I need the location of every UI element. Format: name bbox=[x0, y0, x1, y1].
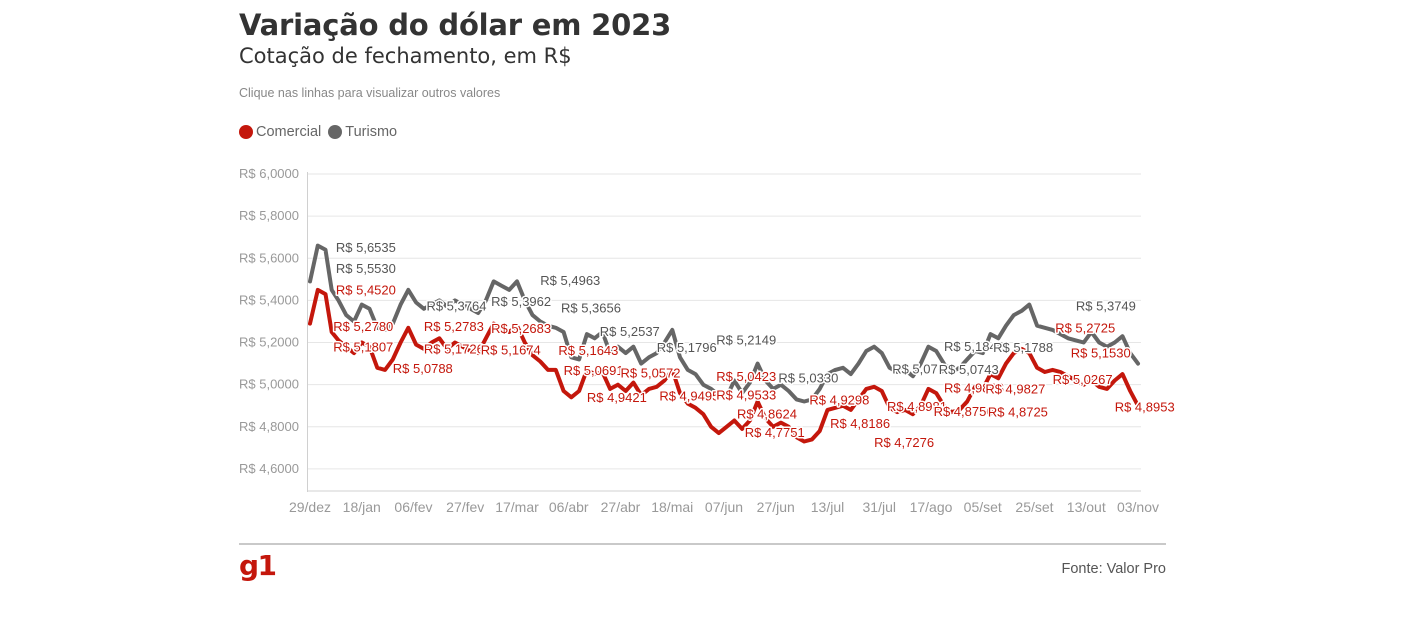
x-tick-label: 29/dez bbox=[289, 499, 331, 515]
chart-title: Variação do dólar em 2023 bbox=[239, 8, 672, 42]
y-tick-label: R$ 5,4000 bbox=[239, 292, 299, 307]
y-tick-label: R$ 5,8000 bbox=[239, 208, 299, 223]
legend-item-comercial[interactable]: Comercial bbox=[239, 124, 321, 140]
data-label: R$ 5,1807 bbox=[333, 340, 393, 355]
data-label: R$ 4,8186 bbox=[830, 416, 890, 431]
y-tick-label: R$ 4,6000 bbox=[239, 461, 299, 476]
series-line-comercial[interactable] bbox=[308, 287, 1140, 444]
data-label: R$ 4,9421 bbox=[587, 390, 647, 405]
x-tick-label: 06/abr bbox=[549, 499, 589, 515]
x-tick-label: 17/ago bbox=[910, 499, 953, 515]
data-label: R$ 5,3656 bbox=[561, 301, 621, 316]
y-tick-label: R$ 5,6000 bbox=[239, 250, 299, 265]
series-line-turismo[interactable] bbox=[308, 243, 1140, 404]
data-label: R$ 5,0267 bbox=[1053, 372, 1113, 387]
x-tick-label: 27/jun bbox=[757, 499, 795, 515]
data-label: R$ 4,9827 bbox=[985, 381, 1045, 396]
grid bbox=[307, 172, 1141, 492]
data-label: R$ 5,0691 bbox=[564, 363, 624, 378]
data-label: R$ 4,8624 bbox=[737, 407, 797, 422]
data-label: R$ 5,2725 bbox=[1055, 320, 1115, 335]
line-chart: R$ 6,0000 R$ 5,8000 R$ 5,6000 R$ 5,4000 R$ 5… bbox=[239, 166, 1176, 515]
data-label: R$ 5,0572 bbox=[621, 366, 681, 381]
data-label: R$ 5,2780 bbox=[333, 319, 393, 334]
chart-hint: Clique nas linhas para visualizar outros… bbox=[239, 86, 501, 100]
source-note: Fonte: Valor Pro bbox=[1061, 561, 1166, 577]
x-tick-label: 03/nov bbox=[1117, 499, 1159, 515]
g1-logo: g1 bbox=[239, 549, 277, 582]
data-labels: R$ 5,6535 R$ 5,5530 R$ 5,4520 R$ 5,2780 R$ 5… bbox=[332, 238, 1176, 451]
x-tick-label: 13/jul bbox=[811, 499, 844, 515]
data-label: R$ 5,1788 bbox=[993, 340, 1053, 355]
data-label: R$ 5,6535 bbox=[336, 240, 396, 255]
legend-item-turismo[interactable]: Turismo bbox=[328, 124, 397, 140]
data-label: R$ 5,3749 bbox=[1076, 299, 1136, 314]
x-tick-label: 05/set bbox=[964, 499, 1002, 515]
data-label: R$ 4,9495 bbox=[659, 388, 719, 403]
data-label: R$ 5,1643 bbox=[558, 343, 618, 358]
x-tick-label: 25/set bbox=[1015, 499, 1053, 515]
data-label: R$ 4,7276 bbox=[874, 435, 934, 450]
data-label: R$ 5,0423 bbox=[716, 369, 776, 384]
data-label: R$ 5,2783 bbox=[424, 319, 484, 334]
data-label: R$ 5,2537 bbox=[600, 324, 660, 339]
x-axis-ticks: 29/dez 18/jan 06/fev 27/fev 17/mar 06/abr 27/a… bbox=[289, 499, 1159, 515]
data-label: R$ 5,2683 bbox=[491, 321, 551, 336]
y-tick-label: R$ 5,2000 bbox=[239, 335, 299, 350]
data-label: R$ 4,9868 bbox=[944, 380, 1004, 395]
data-label: R$ 5,1674 bbox=[481, 342, 541, 357]
x-tick-label: 27/fev bbox=[446, 499, 484, 515]
data-label: R$ 4,7751 bbox=[745, 425, 805, 440]
x-tick-label: 18/mai bbox=[651, 499, 693, 515]
y-tick-label: R$ 5,0000 bbox=[239, 377, 299, 392]
footer-divider bbox=[239, 543, 1166, 545]
x-tick-label: 07/jun bbox=[705, 499, 743, 515]
data-label: R$ 5,0330 bbox=[778, 371, 838, 386]
data-label: R$ 4,9533 bbox=[716, 388, 776, 403]
data-label: R$ 4,8725 bbox=[988, 405, 1048, 420]
data-label: R$ 4,8981 bbox=[887, 399, 947, 414]
data-label: R$ 5,1530 bbox=[1071, 345, 1131, 360]
data-label: R$ 5,0788 bbox=[393, 361, 453, 376]
data-label: R$ 5,0743 bbox=[939, 362, 999, 377]
x-tick-label: 18/jan bbox=[343, 499, 381, 515]
legend-dot-comercial-icon bbox=[239, 125, 253, 139]
data-label: R$ 5,3764 bbox=[426, 298, 486, 313]
data-label: R$ 4,8750 bbox=[934, 404, 994, 419]
data-label: R$ 5,4520 bbox=[336, 282, 396, 297]
data-label: R$ 4,8953 bbox=[1115, 400, 1175, 415]
data-label: R$ 5,1726 bbox=[424, 341, 484, 356]
y-tick-label: R$ 4,8000 bbox=[239, 419, 299, 434]
x-tick-label: 17/mar bbox=[495, 499, 539, 515]
data-label: R$ 5,2149 bbox=[716, 332, 776, 347]
data-label: R$ 5,1796 bbox=[657, 340, 717, 355]
data-label: R$ 5,3962 bbox=[491, 294, 551, 309]
chart-subtitle: Cotação de fechamento, em R$ bbox=[239, 44, 572, 68]
data-label: R$ 5,4963 bbox=[540, 273, 600, 288]
data-label: R$ 5,1846 bbox=[944, 339, 1004, 354]
legend: Comercial Turismo bbox=[239, 124, 404, 140]
x-tick-label: 06/fev bbox=[394, 499, 432, 515]
x-tick-label: 13/out bbox=[1067, 499, 1106, 515]
legend-label-turismo: Turismo bbox=[345, 124, 398, 140]
data-label: R$ 5,0768 bbox=[892, 361, 952, 376]
data-label: R$ 5,5530 bbox=[336, 261, 396, 276]
x-tick-label: 27/abr bbox=[601, 499, 641, 515]
y-axis-ticks: R$ 6,0000 R$ 5,8000 R$ 5,6000 R$ 5,4000 R$ 5… bbox=[239, 166, 299, 476]
data-label: R$ 4,9298 bbox=[809, 392, 869, 407]
y-tick-label: R$ 6,0000 bbox=[239, 166, 299, 181]
series-lines[interactable] bbox=[308, 243, 1140, 444]
x-tick-label: 31/jul bbox=[863, 499, 896, 515]
legend-dot-turismo-icon bbox=[328, 125, 343, 139]
legend-label-comercial: Comercial bbox=[256, 124, 322, 140]
